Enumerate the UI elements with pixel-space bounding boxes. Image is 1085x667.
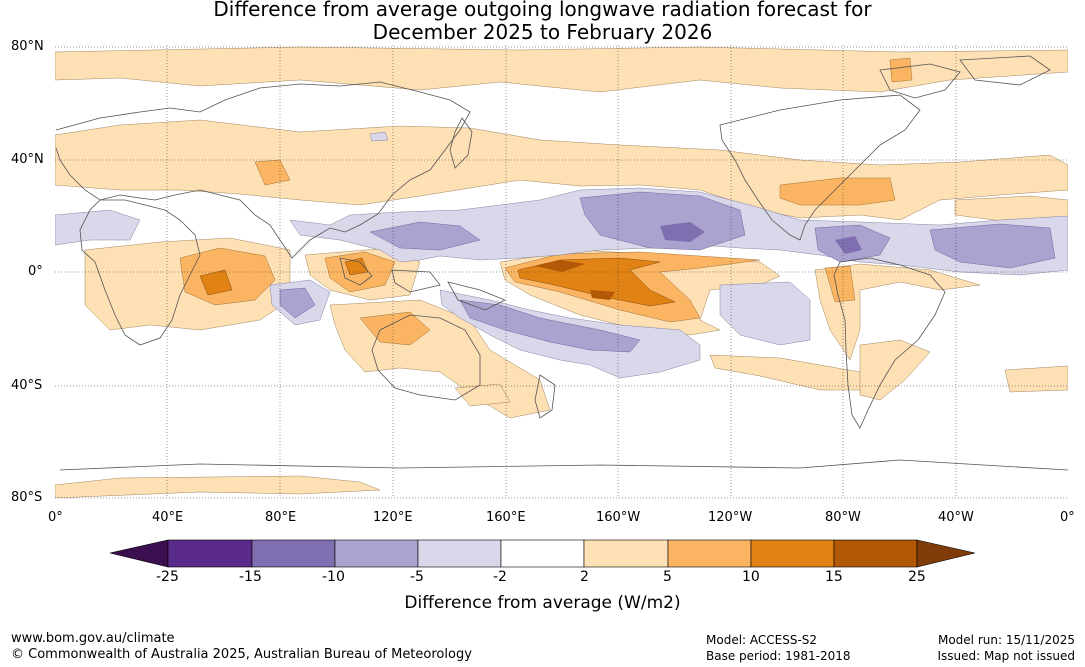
map-title-line1: Difference from average outgoing longwav…	[213, 0, 872, 21]
lon-label-0-left: 0°	[48, 510, 63, 525]
legend-tick: 15	[825, 569, 843, 585]
legend-swatch-5-2	[417, 539, 502, 568]
map-title-line2: December 2025 to February 2026	[372, 20, 713, 44]
anomaly-field	[55, 45, 1068, 498]
lon-label-0-right: 0°	[1060, 510, 1075, 525]
footer-issued: Issued: Map not issued	[937, 649, 1075, 663]
legend-tick: 10	[742, 569, 760, 585]
lat-label-40s: 40°S	[11, 378, 43, 393]
footer-url[interactable]: www.bom.gov.au/climate	[11, 631, 175, 646]
lat-label-80n: 80°N	[11, 39, 44, 54]
anomaly-minus-5-to-minus-10	[279, 191, 1056, 353]
lon-label-80e: 80°E	[265, 510, 297, 525]
legend-tick: 2	[580, 569, 589, 585]
legend-tick: -10	[322, 569, 345, 585]
lon-label-160w: 160°W	[596, 510, 641, 525]
legend-swatch-15-10	[251, 539, 336, 568]
legend-swatch-10-5	[334, 539, 419, 568]
lon-label-80w: 80°W	[825, 510, 861, 525]
lat-label-80s: 80°S	[11, 490, 43, 505]
legend-colorbar	[109, 539, 976, 568]
legend-label: Difference from average (W/m2)	[404, 593, 681, 613]
lon-label-120w: 120°W	[708, 510, 753, 525]
legend-swatch-15-25	[833, 539, 918, 568]
lon-label-120e: 120°E	[373, 510, 413, 525]
coastlines	[55, 55, 1068, 471]
anomaly-minus-10-to-minus-15	[660, 222, 862, 254]
lon-label-40w: 40°W	[938, 510, 974, 525]
anomaly-15-to-25	[535, 260, 615, 300]
legend-tick: 5	[663, 569, 672, 585]
footer-base-period: Base period: 1981-2018	[706, 649, 851, 663]
legend-tick: -15	[239, 569, 262, 585]
legend-swatch-above-25	[916, 539, 976, 568]
legend-swatch-below-25	[109, 539, 169, 568]
lat-label-equator: 0°	[28, 264, 43, 279]
legend-tick: -2	[493, 569, 507, 585]
legend-swatch-5-10	[667, 539, 752, 568]
legend-swatch-10-15	[750, 539, 835, 568]
legend-tick: -5	[410, 569, 424, 585]
lon-label-160e: 160°E	[486, 510, 526, 525]
legend-swatch-2-5	[583, 539, 669, 568]
legend-tick: -25	[156, 569, 179, 585]
legend-tick: 25	[908, 569, 926, 585]
footer-model: Model: ACCESS-S2	[706, 633, 818, 647]
footer-copyright: © Commonwealth of Australia 2025, Austra…	[11, 647, 472, 662]
legend-swatch-25-15	[167, 539, 253, 568]
lon-label-40e: 40°E	[152, 510, 184, 525]
footer-model-run: Model run: 15/11/2025	[937, 633, 1075, 647]
graticule	[55, 45, 1068, 499]
legend-swatch-2-2	[500, 539, 585, 568]
lat-label-40n: 40°N	[11, 152, 44, 167]
